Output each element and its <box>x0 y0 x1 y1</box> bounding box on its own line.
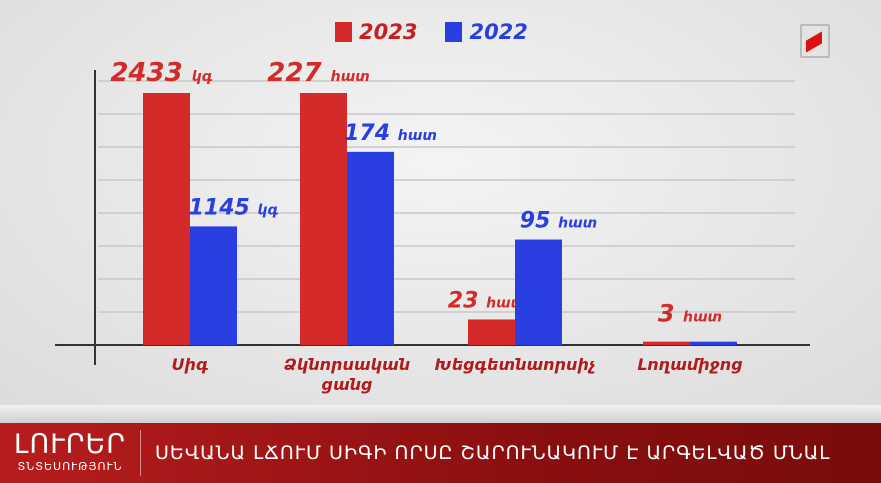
channel-logo <box>800 24 830 58</box>
ticker-brand: ԼՈՒՐԵՐ ՏՆՏԵՍՈՒԹՅՈՒՆ <box>0 430 141 476</box>
legend: 2023 2022 <box>335 20 528 44</box>
data-label: 95 հատ <box>520 209 597 234</box>
bar-2022 <box>515 239 562 345</box>
ticker-top-strip <box>0 405 881 423</box>
bar-2022 <box>190 226 237 345</box>
bar-2022 <box>690 341 737 345</box>
bar-chart: 2433 կգ 1145 կգ Սիգ 227 հատ 174 հատ Ձկնորսակա… <box>55 58 810 394</box>
data-label: 227 հատ <box>267 58 369 88</box>
data-label: 174 հատ <box>344 121 437 146</box>
bar-2023 <box>643 341 690 345</box>
data-label: 3 հատ <box>658 300 722 328</box>
category-label: ցանց <box>322 375 373 394</box>
bar-2023 <box>468 319 515 345</box>
legend-item-2022: 2022 <box>445 20 528 44</box>
legend-swatch <box>445 22 463 42</box>
legend-label: 2023 <box>359 20 418 44</box>
bar-2023 <box>143 93 190 345</box>
headline: ՍԵՎԱՆԱ ԼՃՈՒՄ ՍԻԳԻ ՈՐՍԸ ՇԱՐՈՒՆԱԿՈՒՄ Է ԱՐԳ… <box>155 442 831 464</box>
data-label: 2433 կգ <box>110 58 212 88</box>
legend-label: 2022 <box>469 20 528 44</box>
bar-2022 <box>347 151 394 345</box>
legend-swatch <box>335 22 352 42</box>
data-label: 23 հատ <box>448 288 525 313</box>
category-label: Սիգ <box>172 355 209 374</box>
category-label: Խեցգետնաորսիչ <box>435 355 596 374</box>
news-ticker: ԼՈՒՐԵՐ ՏՆՏԵՍՈՒԹՅՈՒՆ ՍԵՎԱՆԱ ԼՃՈՒՄ ՍԻԳԻ ՈՐ… <box>0 423 881 483</box>
data-label: 1145 կգ <box>189 195 279 220</box>
category-label: Ձկնորսական <box>284 355 410 374</box>
legend-item-2023: 2023 <box>335 20 417 44</box>
category-label: Լողամիջոց <box>637 355 742 374</box>
brand-title: ԼՈՒՐԵՐ <box>14 429 126 460</box>
brand-subtitle: ՏՆՏԵՍՈՒԹՅՈՒՆ <box>17 460 123 473</box>
bar-2023 <box>300 93 347 345</box>
